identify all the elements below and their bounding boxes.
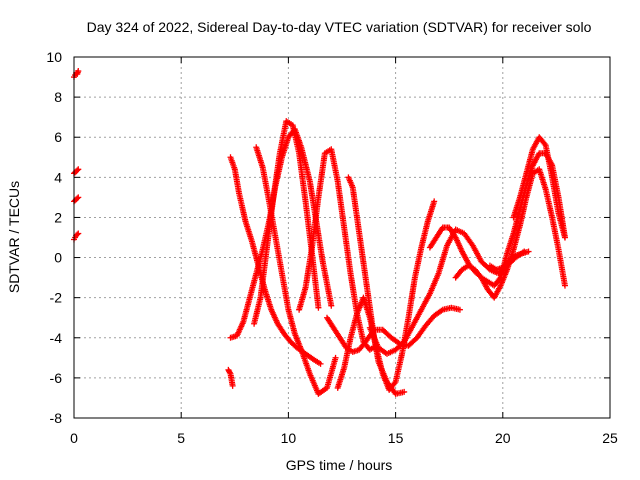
data-point	[541, 140, 548, 147]
data-point	[75, 194, 82, 201]
y-tick-labels: -8 -6 -4 -2 0 2 4 6 8 10	[46, 49, 62, 426]
y-tick-label: 4	[54, 169, 62, 185]
data-point	[75, 230, 82, 237]
y-axis-label: SDTVAR / TECUs	[6, 181, 22, 293]
x-tick-label: 10	[281, 430, 297, 446]
series-arc-early-2	[71, 166, 82, 177]
data-point	[561, 282, 568, 289]
series-arc-l	[510, 134, 568, 241]
series-arc-d	[253, 144, 339, 397]
series-arc-early-3	[71, 194, 82, 205]
data-point	[317, 360, 324, 367]
chart-title: Day 324 of 2022, Sidereal Day-to-day VTE…	[87, 19, 592, 35]
series-arc-m	[225, 366, 236, 389]
x-tick-label: 20	[495, 430, 511, 446]
data-point	[74, 231, 81, 238]
data-point	[75, 166, 82, 173]
x-tick-label: 25	[602, 430, 618, 446]
y-tick-label: 6	[54, 129, 62, 145]
data-point	[315, 304, 322, 311]
plot-frame	[73, 56, 611, 419]
data-point	[456, 306, 463, 313]
y-tick-label: 0	[54, 250, 62, 266]
data-point	[391, 380, 398, 387]
x-tick-label: 15	[388, 430, 404, 446]
series-arc-f	[323, 304, 463, 355]
y-tick-label: 2	[54, 209, 62, 225]
data-point	[74, 167, 81, 174]
y-tick-label: -4	[50, 330, 63, 346]
x-axis-label: GPS time / hours	[286, 457, 393, 473]
x-tick-label: 5	[177, 430, 185, 446]
series-arc-i	[366, 226, 528, 357]
y-tick-label: -6	[50, 370, 63, 386]
data-points	[71, 68, 568, 397]
data-point	[74, 195, 81, 202]
y-tick-label: -8	[50, 410, 63, 426]
series-arc-early-4	[71, 230, 82, 243]
data-point	[229, 382, 236, 389]
series-arc-n	[486, 248, 532, 273]
data-point	[328, 302, 335, 309]
series-arc-k	[452, 166, 568, 301]
data-point	[332, 354, 339, 361]
y-tick-label: 8	[54, 89, 62, 105]
data-point	[561, 234, 568, 241]
series-arc-early-1	[71, 68, 82, 81]
x-tick-label: 0	[70, 430, 78, 446]
data-point	[431, 198, 438, 205]
series-arc-g	[334, 198, 438, 393]
y-tick-label: -2	[50, 290, 63, 306]
y-tick-label: 10	[46, 49, 62, 65]
data-point	[401, 388, 408, 395]
data-point	[75, 68, 82, 75]
data-point	[226, 369, 233, 376]
data-point	[525, 248, 532, 255]
x-tick-labels: 0 5 10 15 20 25	[70, 430, 618, 446]
